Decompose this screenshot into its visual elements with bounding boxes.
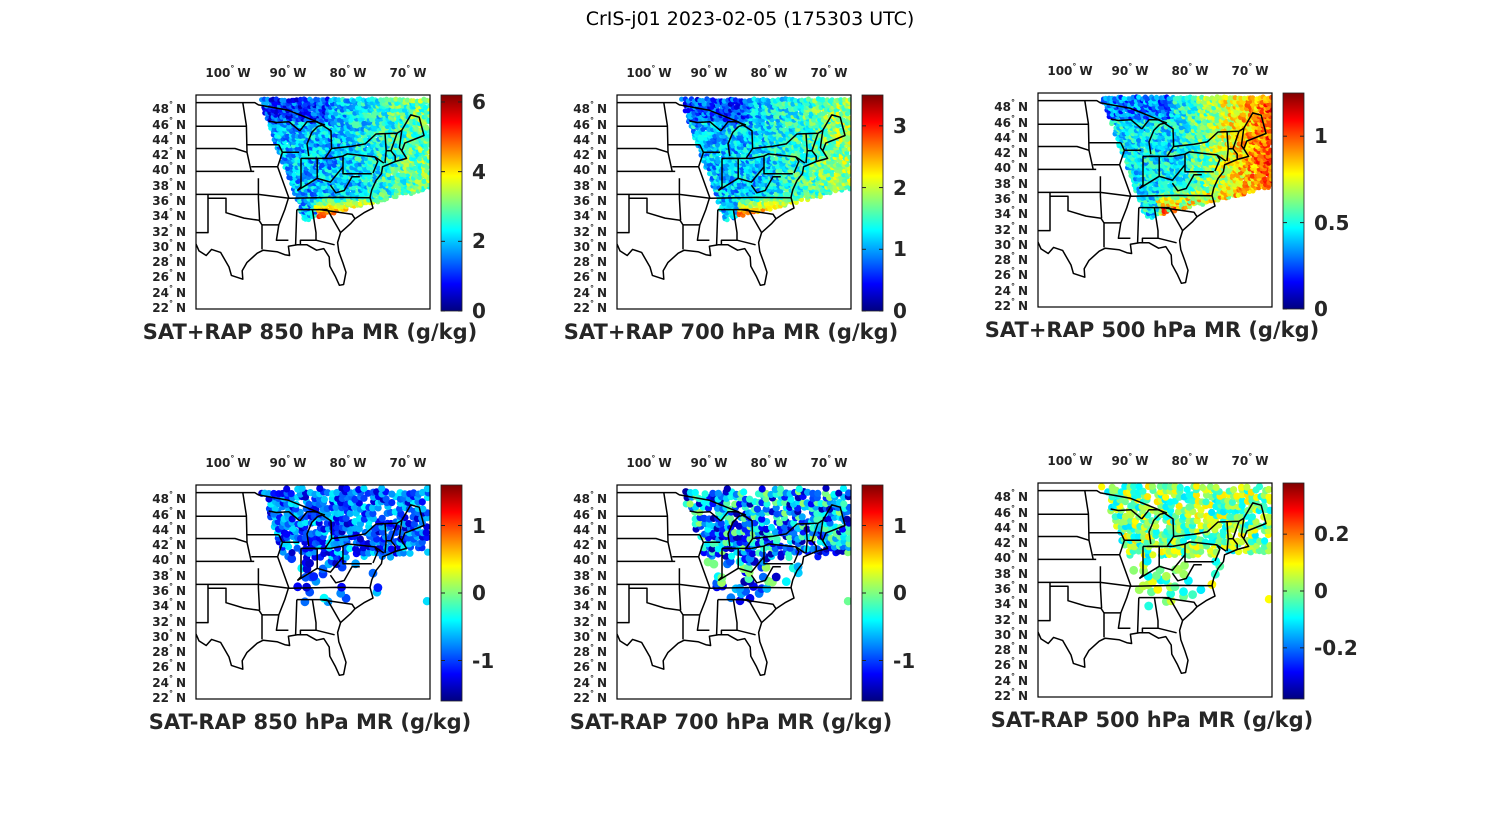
data-point: [417, 156, 423, 162]
lon-tick-label: 80° W: [329, 64, 367, 80]
map-svg: [195, 94, 463, 312]
colorbar-tick-label: 2: [893, 175, 907, 200]
lat-tick-label: 24° N: [152, 283, 186, 300]
data-point: [387, 137, 393, 143]
data-point: [291, 133, 297, 139]
data-point: [426, 154, 430, 160]
lat-tick-label: 48° N: [573, 100, 607, 117]
lat-tick-label: 34° N: [152, 207, 186, 224]
lat-tick-label: 32° N: [152, 222, 186, 239]
lon-tick-label: 90° W: [269, 64, 307, 80]
lat-tick-label: 36° N: [573, 192, 607, 208]
data-point: [715, 156, 721, 162]
lat-tick-label: 32° N: [573, 222, 607, 239]
map-panel: SAT+RAP 500 hPa MR (g/kg) 0 0.5 1 100° W 90° W…: [962, 60, 1362, 360]
data-point: [339, 203, 345, 210]
data-point: [372, 137, 378, 143]
lat-tick-label: 44° N: [152, 130, 186, 147]
data-point: [1268, 147, 1272, 153]
lon-tick-label: 70° W: [810, 64, 848, 80]
lon-tick-label: 80° W: [750, 64, 788, 80]
lat-tick-label: 38° N: [573, 176, 607, 193]
data-point: [327, 197, 333, 204]
map-panel: SAT+RAP 850 hPa MR (g/kg) 0 2 4 6 100° W 90° W 8…: [120, 62, 520, 362]
lon-tick-label: 70° W: [389, 64, 427, 80]
colorbar-tick-label: 1: [893, 237, 907, 262]
data-point: [357, 165, 363, 171]
figure-title: CrIS-j01 2023-02-05 (175303 UTC): [585, 8, 915, 30]
colorbar-tick-label: 2: [472, 229, 486, 254]
lat-tick-label: 46° N: [152, 115, 186, 132]
data-point: [1178, 176, 1184, 182]
panel-title: SAT+RAP 700 hPa MR (g/kg): [563, 320, 899, 344]
lat-tick-label: 22° N: [573, 299, 607, 315]
colorbar-tick-label: 6: [472, 89, 486, 114]
data-point: [411, 156, 417, 162]
lat-tick-label: 30° N: [573, 237, 607, 254]
data-point: [427, 133, 430, 139]
map-panel: SAT+RAP 700 hPa MR (g/kg) 0 1 2 3 100° W 90° W 8…: [541, 62, 941, 362]
lat-tick-label: 40° N: [573, 161, 607, 178]
data-point: [321, 184, 327, 191]
data-point: [291, 172, 297, 178]
data-point: [345, 130, 351, 136]
data-point: [369, 130, 375, 136]
panel-title: SAT+RAP 850 hPa MR (g/kg): [142, 320, 478, 344]
data-point: [285, 165, 291, 171]
data-point: [354, 201, 360, 207]
lon-tick-label: 90° W: [690, 64, 728, 80]
lat-tick-label: 46° N: [573, 115, 607, 132]
data-point: [393, 143, 399, 149]
data-point: [312, 169, 318, 175]
data-point: [357, 137, 363, 143]
lat-tick-label: 22° N: [152, 299, 186, 315]
data-point: [375, 143, 381, 149]
lat-tick-label: 36° N: [152, 192, 186, 208]
colorbar: [440, 94, 463, 312]
lat-tick-label: 40° N: [152, 161, 186, 178]
colorbar-tick-label: 0: [472, 299, 486, 323]
colorbar-tick-label: 3: [893, 113, 907, 138]
data-point: [342, 149, 348, 155]
data-point: [423, 124, 429, 130]
data-point: [426, 142, 430, 148]
lat-tick-label: 24° N: [573, 283, 607, 300]
data-point: [288, 175, 294, 181]
lon-tick-label: 100° W: [626, 64, 672, 80]
data-point: [363, 137, 369, 143]
data-markers: [259, 96, 430, 223]
lat-tick-label: 34° N: [573, 207, 607, 224]
colorbar-tick-label: 0: [893, 299, 907, 323]
colorbar: [861, 94, 884, 312]
lat-tick-label: 30° N: [152, 237, 186, 254]
lat-tick-label: 26° N: [152, 268, 186, 285]
data-point: [282, 126, 288, 132]
data-point: [427, 181, 430, 187]
data-point: [291, 153, 297, 159]
data-point: [847, 97, 851, 103]
lat-tick-label: 26° N: [573, 268, 607, 285]
colorbar-tick-label: 4: [472, 159, 486, 184]
data-point: [345, 201, 351, 207]
lon-tick-label: 100° W: [205, 64, 251, 80]
lat-tick-label: 48° N: [152, 100, 186, 117]
lat-tick-label: 38° N: [152, 176, 186, 193]
lat-tick-label: 44° N: [573, 130, 607, 147]
